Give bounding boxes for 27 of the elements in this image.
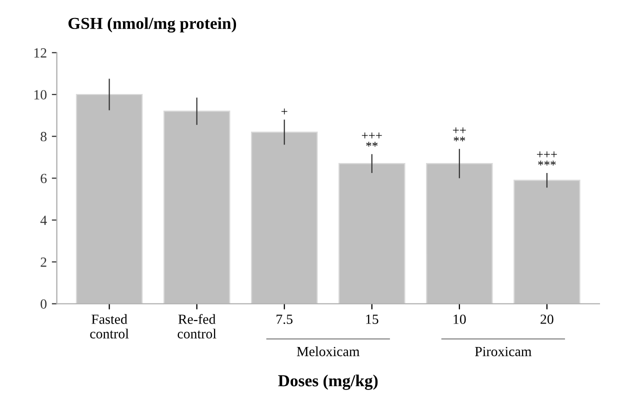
annotation: +: [281, 108, 288, 114]
text: Piroxicam: [475, 346, 532, 356]
annotation: ++ **: [452, 127, 466, 142]
bar: [163, 110, 230, 304]
x-tick-label: 15: [366, 314, 378, 324]
text: Meloxicam: [296, 346, 360, 356]
bar: [76, 94, 143, 304]
x-tick-label: 10: [454, 314, 466, 324]
y-tick-label: 0: [40, 299, 47, 309]
chart-title: GSH (nmol/mg protein): [68, 17, 236, 33]
bar: [250, 132, 318, 304]
y-tick-label: 12: [34, 48, 46, 58]
x-tick-label: Re-fed control: [178, 314, 216, 338]
y-tick-label: 8: [40, 132, 47, 142]
bar: [514, 180, 580, 304]
bar: [426, 162, 493, 304]
annotation: +++ ***: [536, 151, 557, 166]
x-tick-label: 20: [540, 314, 554, 324]
x-tick-label: 7.5: [276, 314, 292, 324]
bar: [338, 162, 406, 304]
x-axis-title: Doses (mg/kg): [278, 374, 378, 390]
x-tick-label: Fasted control: [90, 314, 129, 338]
annotation: +++ **: [362, 132, 382, 146]
y-tick-label: 2: [40, 258, 46, 267]
y-tick-label: 4: [40, 216, 47, 225]
y-tick-label: 10: [34, 90, 47, 100]
y-tick-label: 6: [40, 174, 47, 184]
